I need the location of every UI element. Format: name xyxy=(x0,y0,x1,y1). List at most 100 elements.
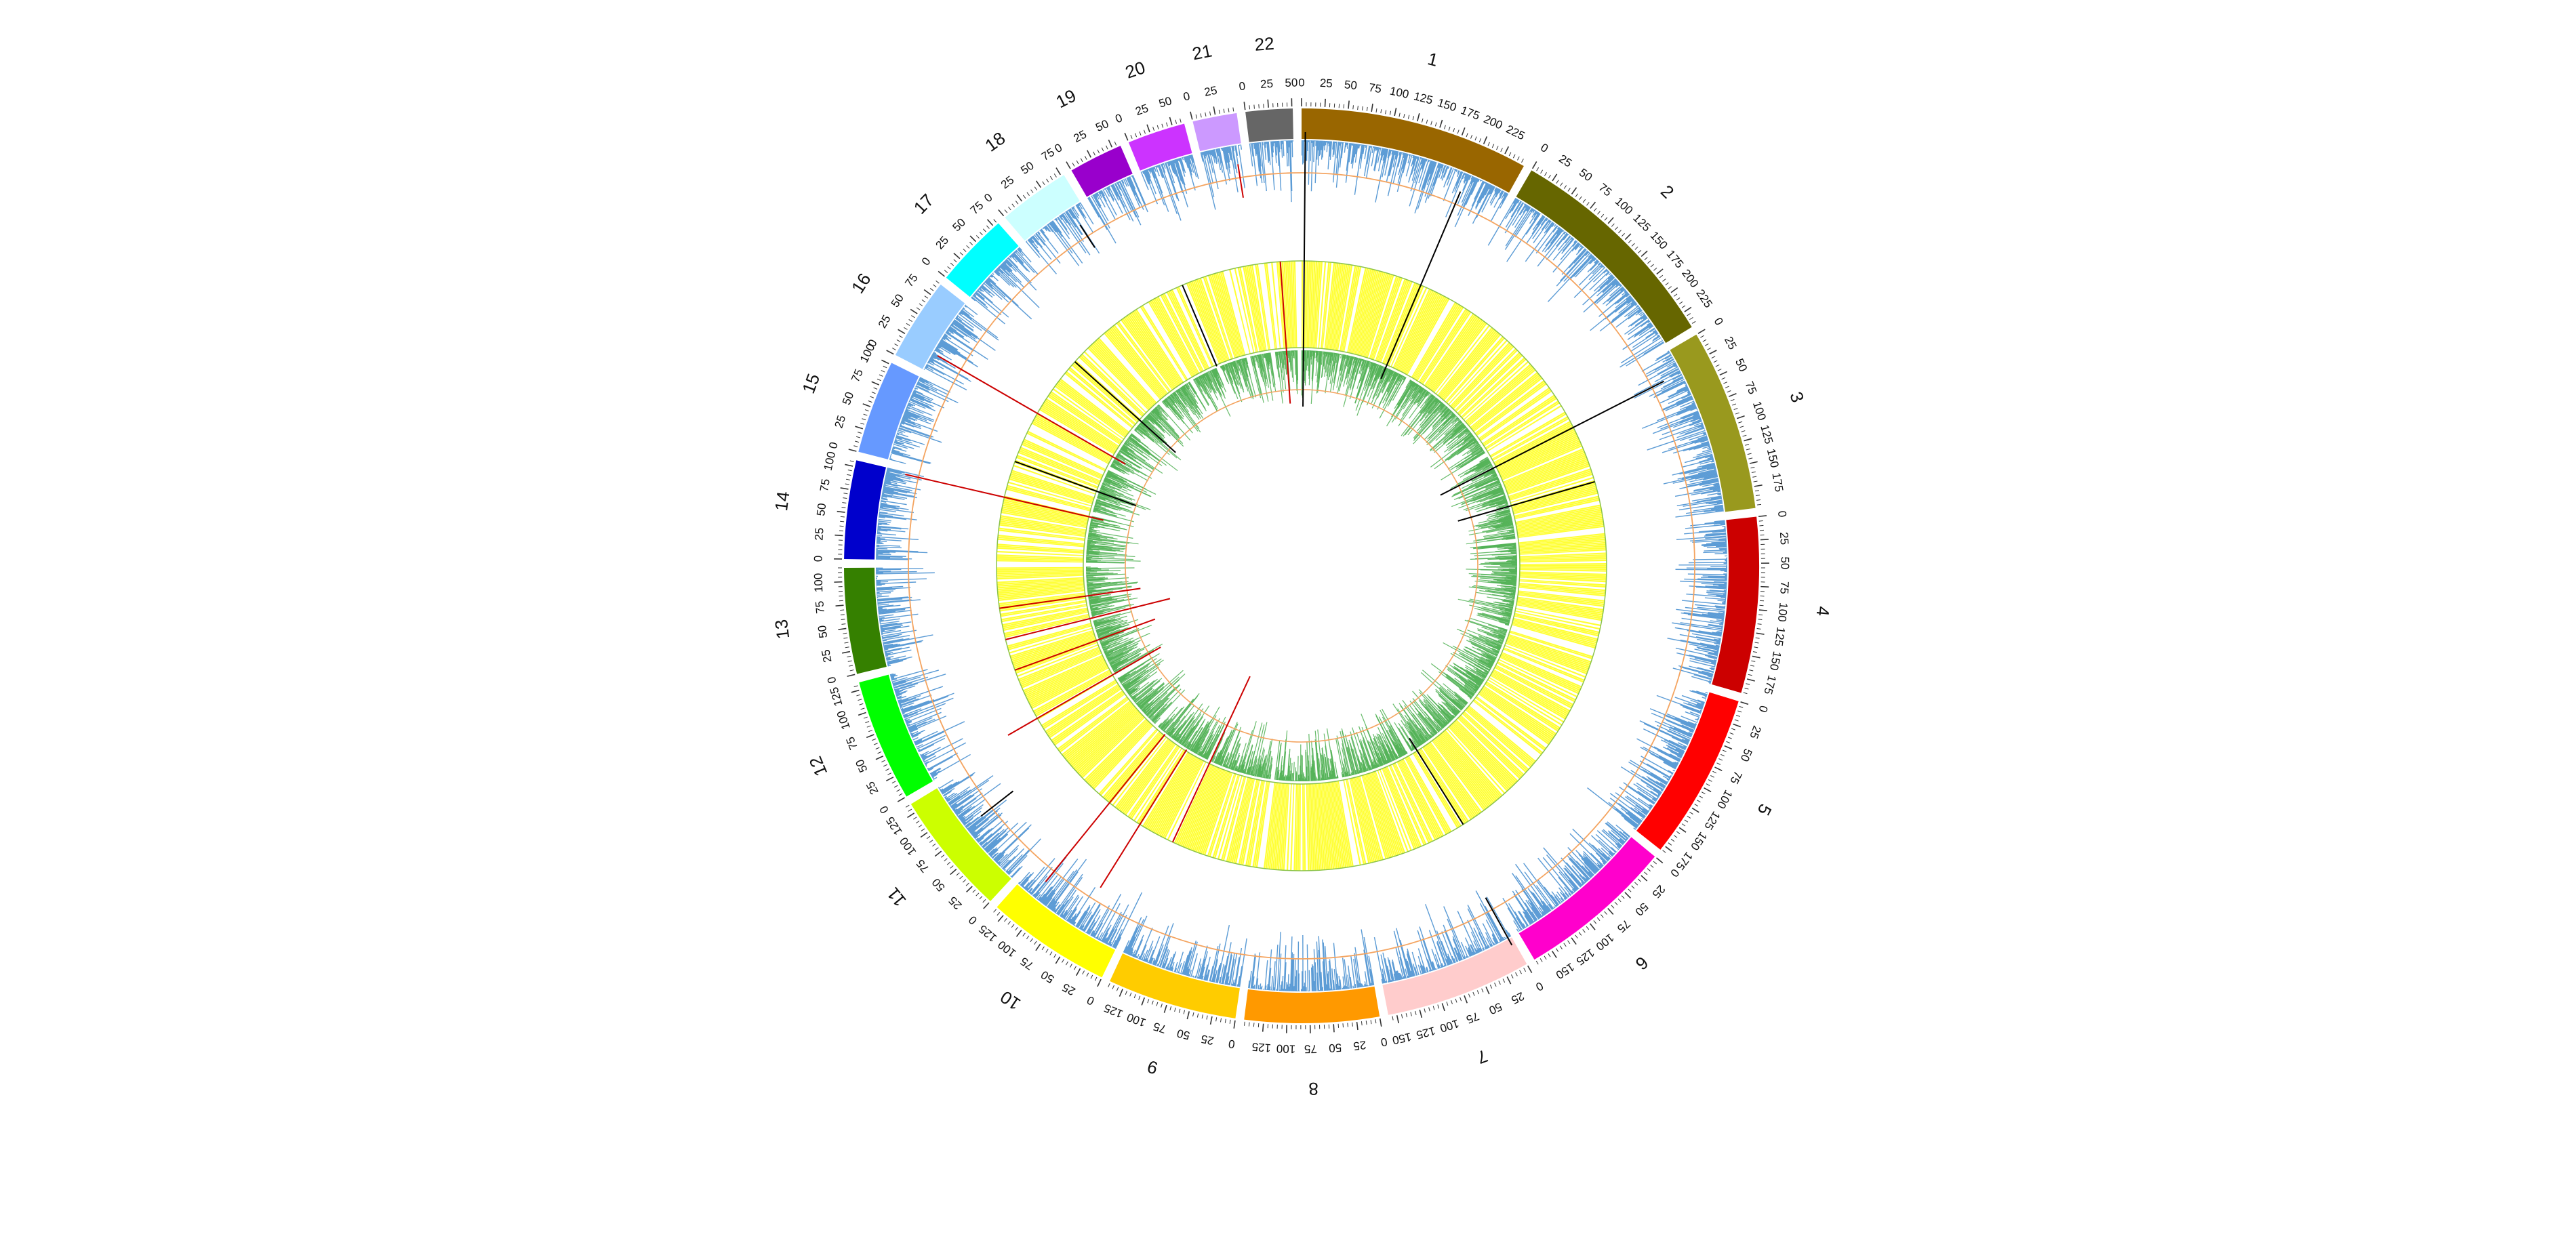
heatmap-cell xyxy=(1002,506,1088,524)
heatmap-cell xyxy=(1445,336,1504,403)
tick-mark xyxy=(1116,987,1119,991)
outer-histogram-bar xyxy=(1409,158,1425,207)
outer-histogram-bar xyxy=(1182,157,1184,161)
heatmap-cell xyxy=(1405,757,1449,834)
outer-histogram-bar xyxy=(982,832,1000,848)
outer-histogram-bar xyxy=(1412,155,1416,165)
outer-histogram-bar xyxy=(1653,382,1686,398)
inner-histogram-bar xyxy=(1420,395,1435,414)
outer-histogram-bar xyxy=(1051,905,1056,911)
outer-histogram-bar xyxy=(1414,157,1423,184)
outer-histogram-bar xyxy=(914,739,923,743)
inner-histogram-track xyxy=(1086,350,1518,782)
outer-histogram-bar xyxy=(940,339,959,351)
tick-mark xyxy=(1125,991,1127,995)
outer-histogram-bar xyxy=(1706,592,1727,594)
outer-histogram-bar xyxy=(1591,255,1594,260)
tick-mark xyxy=(883,365,887,369)
outer-histogram-bar xyxy=(902,708,922,716)
outer-histogram-bar xyxy=(912,737,919,741)
outer-histogram-bar xyxy=(1522,923,1527,928)
outer-histogram-bar xyxy=(1107,186,1110,190)
heatmap-cell xyxy=(1482,394,1555,445)
tick-label: 125 xyxy=(1772,626,1788,647)
outer-histogram-bar xyxy=(931,773,938,778)
heatmap-cell xyxy=(1019,448,1100,483)
heatmap-cell xyxy=(1356,777,1380,861)
tick-label: 75 xyxy=(1304,1042,1317,1055)
outer-histogram-bar xyxy=(1708,445,1710,447)
heatmap-cell xyxy=(1203,773,1233,856)
outer-histogram-bar xyxy=(885,653,891,655)
outer-histogram-bar xyxy=(877,590,893,593)
tick-mark xyxy=(1647,260,1651,264)
heatmap-cell xyxy=(1519,554,1607,559)
tick-mark xyxy=(1644,257,1648,260)
outer-histogram-bar xyxy=(1414,160,1432,213)
tick-mark xyxy=(1644,871,1648,876)
inner-histogram-bar xyxy=(1325,352,1331,394)
tick-mark xyxy=(1196,1013,1199,1018)
outer-histogram-bar xyxy=(1338,985,1340,990)
outer-histogram-bar xyxy=(911,729,925,737)
outer-histogram-bar xyxy=(1569,833,1603,867)
outer-histogram-bar xyxy=(918,743,935,753)
tick-mark xyxy=(1707,348,1711,350)
outer-histogram-bar xyxy=(1149,168,1152,172)
heatmap-cell xyxy=(1340,265,1356,352)
outer-histogram-bar xyxy=(1643,728,1687,750)
outer-histogram-bar xyxy=(978,289,980,291)
outer-histogram-bar xyxy=(1590,835,1614,857)
outer-histogram-bar xyxy=(1710,507,1724,510)
heatmap-cell xyxy=(1120,741,1173,812)
tick-label: 0 xyxy=(982,191,995,205)
heatmap-cell xyxy=(1358,776,1382,861)
heatmap-cell xyxy=(1168,291,1207,370)
outer-histogram-bar xyxy=(880,625,903,630)
tick-label: 75 xyxy=(843,735,860,752)
tick-label: 25 xyxy=(1352,1038,1367,1052)
tick-mark xyxy=(834,534,843,537)
heatmap-cell xyxy=(1321,262,1332,349)
inner-histogram-bar xyxy=(1416,390,1428,406)
outer-histogram-bar xyxy=(1053,909,1056,913)
outer-histogram-bar xyxy=(1363,936,1373,986)
outer-histogram-bar xyxy=(1707,613,1725,617)
outer-histogram-bar xyxy=(1199,958,1206,979)
heatmap-cell xyxy=(1466,708,1533,766)
outer-histogram-bar xyxy=(1702,432,1706,434)
heatmap-cell xyxy=(1034,672,1112,716)
tick-mark xyxy=(841,651,851,654)
inner-histogram-bar xyxy=(1422,407,1448,434)
heatmap-cell xyxy=(1027,430,1106,470)
outer-histogram-bar xyxy=(1412,963,1417,976)
outer-histogram-bar xyxy=(1676,386,1689,393)
inner-histogram-bar xyxy=(1449,409,1451,411)
heatmap-cell xyxy=(1116,739,1170,809)
outer-histogram-bar xyxy=(906,406,924,414)
inner-histogram-bar xyxy=(1451,414,1456,419)
heatmap-cell xyxy=(1122,742,1174,814)
outer-histogram-bar xyxy=(909,728,919,733)
outer-histogram-bar xyxy=(988,848,995,855)
inner-histogram-bar xyxy=(1343,356,1351,387)
outer-histogram-bar xyxy=(925,366,933,371)
tick-mark xyxy=(1180,118,1182,123)
outer-histogram-bar xyxy=(899,426,932,438)
heatmap-cell xyxy=(1509,472,1592,500)
outer-histogram-bar xyxy=(1440,165,1447,180)
heatmap-cell xyxy=(1241,779,1260,865)
outer-histogram-bar xyxy=(1582,865,1593,878)
outer-histogram-bar xyxy=(1525,899,1539,920)
outer-histogram-bar xyxy=(1407,960,1413,977)
heatmap-cell xyxy=(1514,615,1599,637)
heatmap-cell xyxy=(1519,566,1607,569)
inner-histogram-bar xyxy=(1358,358,1361,364)
outer-histogram-bar xyxy=(1684,578,1727,581)
outer-histogram-bar xyxy=(1708,447,1711,449)
heatmap-cell xyxy=(997,550,1084,556)
outer-histogram-bar xyxy=(1676,428,1705,438)
outer-histogram-bar xyxy=(1691,472,1717,479)
outer-histogram-bar xyxy=(1132,949,1136,957)
outer-histogram-bar xyxy=(1087,197,1100,218)
